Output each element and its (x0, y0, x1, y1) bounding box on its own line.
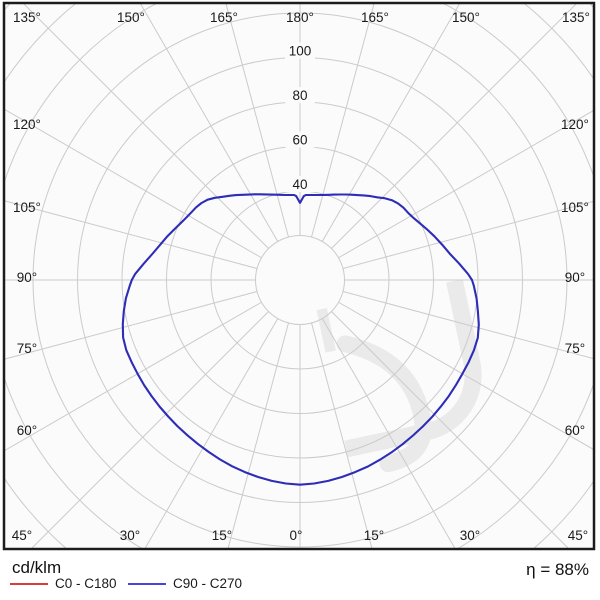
svg-text:90°: 90° (565, 270, 585, 285)
svg-text:90°: 90° (17, 270, 37, 285)
svg-text:105°: 105° (13, 200, 41, 215)
svg-text:15°: 15° (364, 528, 384, 543)
unit-label: cd/klm (12, 558, 62, 577)
legend-line-blue (128, 582, 166, 585)
svg-text:100: 100 (289, 44, 312, 59)
svg-text:105°: 105° (561, 200, 589, 215)
svg-text:30°: 30° (460, 528, 480, 543)
plot-background (4, 3, 594, 549)
svg-text:60°: 60° (17, 423, 37, 438)
svg-text:135°: 135° (13, 10, 41, 25)
svg-text:135°: 135° (562, 10, 590, 25)
legend-label: C0 - C180 (55, 576, 117, 591)
legend-item-c0-c180: C0 - C180 (10, 576, 117, 591)
svg-text:120°: 120° (13, 117, 41, 132)
svg-text:150°: 150° (452, 10, 480, 25)
legend-item-c90-c270: C90 - C270 (128, 576, 242, 591)
svg-text:165°: 165° (210, 10, 238, 25)
intensity-curves (121, 193, 480, 486)
svg-text:150°: 150° (117, 10, 145, 25)
efficiency-value: η = 88% (526, 560, 589, 579)
svg-text:60: 60 (292, 133, 307, 148)
svg-text:15°: 15° (212, 528, 232, 543)
svg-text:30°: 30° (120, 528, 140, 543)
svg-text:80: 80 (292, 88, 307, 103)
angle-labels: 135° 150° 165° 180° 165° 150° 135° 45° 30° 15° 0° 1… (12, 10, 590, 543)
svg-text:40: 40 (292, 177, 307, 192)
ring-labels: 40 60 80 100 (285, 42, 315, 192)
svg-text:45°: 45° (12, 528, 32, 543)
svg-text:165°: 165° (361, 10, 389, 25)
svg-text:0°: 0° (290, 528, 303, 543)
legend-line-red (10, 582, 48, 585)
svg-text:75°: 75° (17, 341, 37, 356)
svg-text:60°: 60° (565, 423, 585, 438)
svg-text:45°: 45° (568, 528, 588, 543)
legend-label: C90 - C270 (173, 576, 243, 591)
plot-border (2, 1, 596, 551)
svg-text:75°: 75° (565, 341, 585, 356)
curve-c90-c270 (121, 193, 480, 486)
svg-text:120°: 120° (561, 117, 589, 132)
svg-text:180°: 180° (286, 10, 314, 25)
